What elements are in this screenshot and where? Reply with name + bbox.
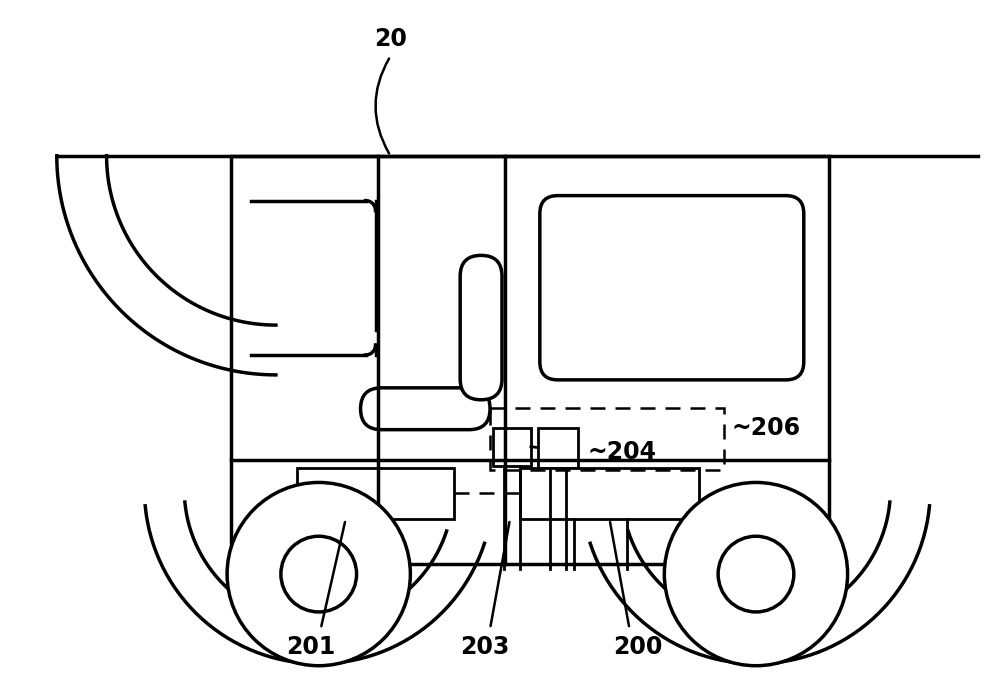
- FancyBboxPatch shape: [460, 255, 502, 400]
- Circle shape: [227, 482, 410, 666]
- Text: 203: 203: [460, 635, 510, 659]
- Text: 20: 20: [374, 27, 407, 51]
- FancyBboxPatch shape: [540, 196, 804, 380]
- Circle shape: [718, 536, 794, 612]
- Circle shape: [664, 482, 848, 666]
- Bar: [297, 468, 454, 519]
- Text: ~204: ~204: [588, 439, 657, 464]
- Bar: [538, 428, 578, 468]
- Text: 201: 201: [286, 635, 335, 659]
- FancyBboxPatch shape: [361, 388, 490, 430]
- Bar: [520, 468, 699, 519]
- Text: 200: 200: [613, 635, 662, 659]
- Circle shape: [281, 536, 357, 612]
- Bar: [231, 155, 829, 564]
- Text: ~206: ~206: [731, 416, 800, 440]
- Bar: [493, 428, 531, 466]
- Bar: [490, 408, 724, 470]
